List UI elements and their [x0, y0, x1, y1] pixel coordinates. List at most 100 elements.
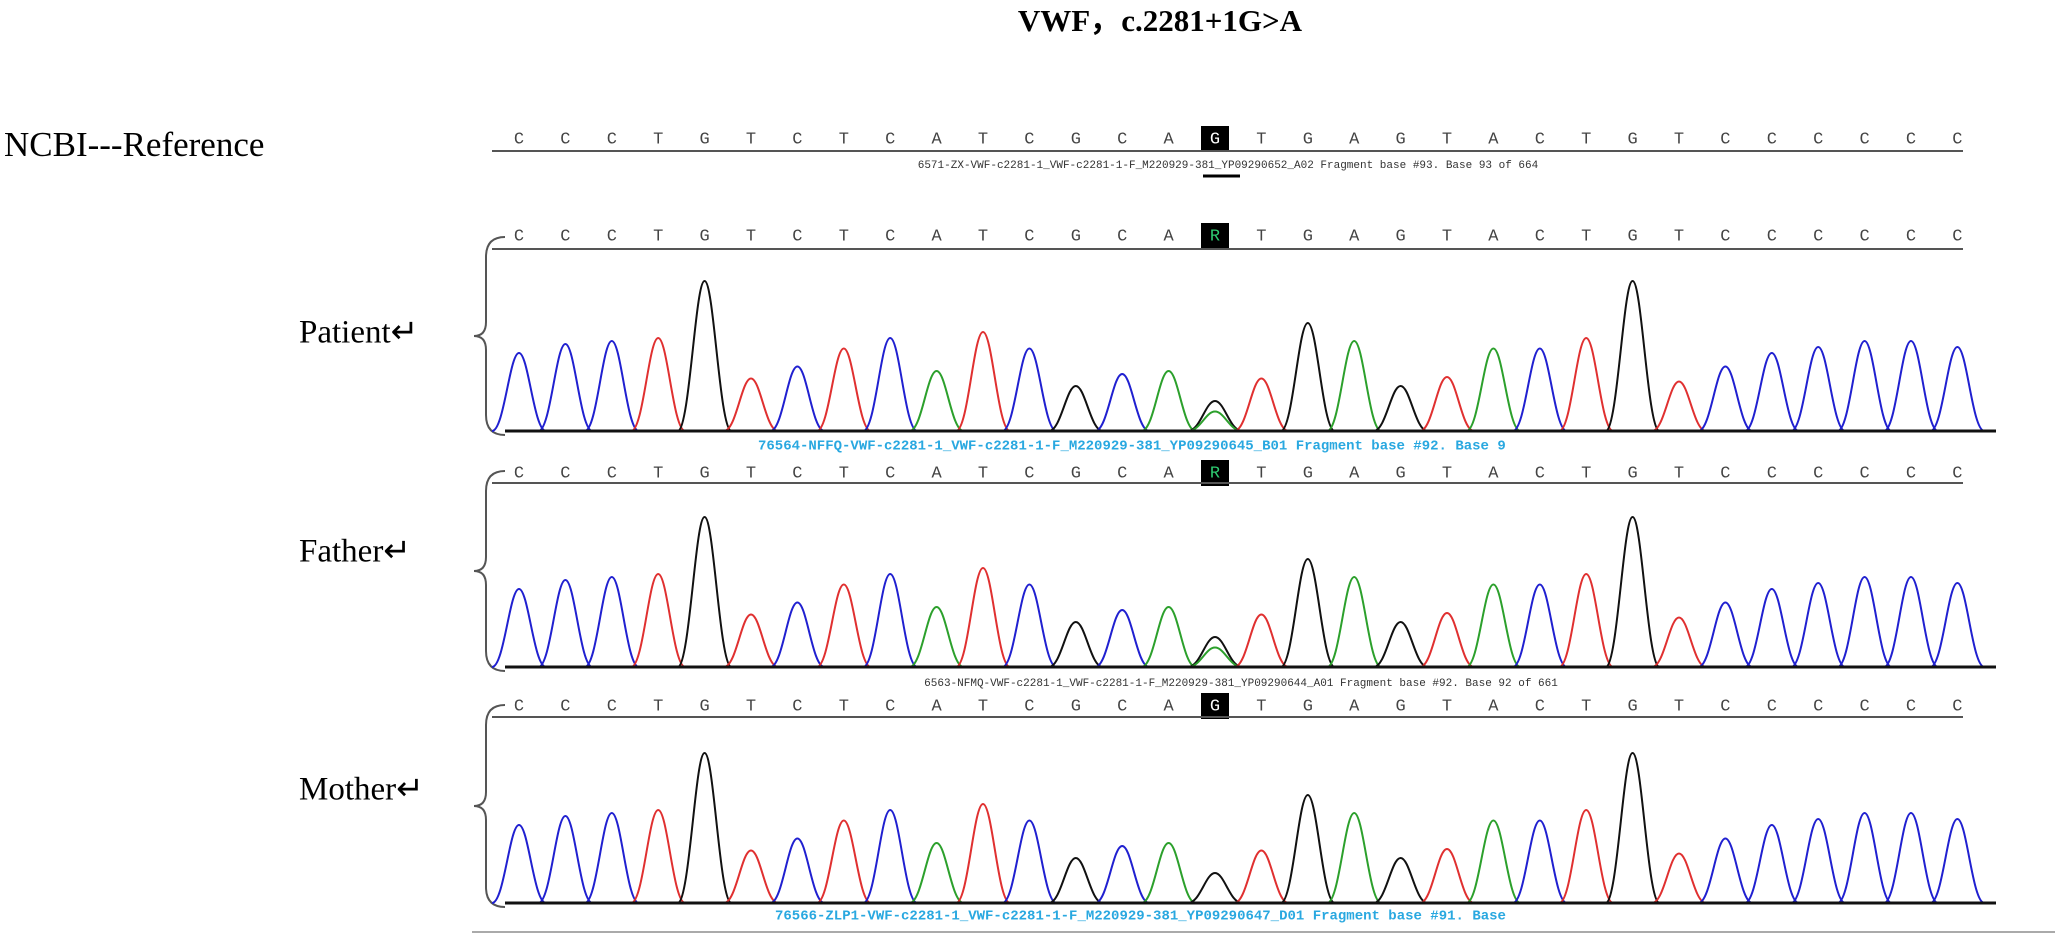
peak	[1187, 399, 1243, 432]
peak	[1001, 819, 1057, 904]
peak	[1048, 384, 1104, 432]
base-letter: G	[1627, 464, 1637, 483]
base-letter: C	[1535, 697, 1545, 716]
base-letter: C	[560, 464, 570, 483]
base-letter: C	[1767, 130, 1777, 149]
base-letter: C	[1720, 697, 1730, 716]
base-letter: G	[1303, 464, 1313, 483]
peak	[630, 808, 686, 904]
base-letter: A	[1488, 227, 1499, 246]
variant-highlight	[1201, 460, 1229, 486]
base-letter: T	[1581, 130, 1591, 149]
base-letter: A	[931, 130, 942, 149]
base-letter: C	[1859, 464, 1869, 483]
base-letter: A	[931, 697, 942, 716]
peak	[1234, 613, 1289, 668]
base-letter: C	[1117, 464, 1127, 483]
base-letter: C	[1952, 464, 1962, 483]
base-letter: C	[1720, 227, 1730, 246]
peak	[1697, 601, 1753, 668]
base-letter: T	[1442, 697, 1452, 716]
peak	[1697, 837, 1753, 904]
base-letter: T	[1256, 227, 1266, 246]
file-name: 76566-ZLP1-VWF-c2281-1_VWF-c2281-1-F_M22…	[775, 909, 1506, 925]
base-letter: T	[1581, 464, 1591, 483]
peak	[1141, 369, 1197, 432]
peak	[584, 811, 640, 904]
base-letter: G	[1303, 130, 1313, 149]
peak	[1837, 575, 1893, 668]
peak	[1234, 377, 1289, 432]
peak	[537, 578, 593, 668]
figure-title: VWF，c.2281+1G>A	[1018, 3, 1303, 38]
peak	[491, 587, 547, 668]
base-letter: C	[1859, 130, 1869, 149]
base-letter: R	[1210, 227, 1220, 246]
peak	[1837, 811, 1893, 904]
base-letter: T	[839, 227, 849, 246]
peak	[1419, 611, 1475, 668]
base-letter: T	[1442, 227, 1452, 246]
base-letter: C	[1906, 697, 1916, 716]
peak	[1001, 583, 1057, 668]
peak	[676, 515, 733, 668]
peak	[1048, 620, 1104, 668]
base-letter: G	[1210, 130, 1220, 149]
peak	[1929, 345, 1985, 432]
base-letter: T	[1674, 130, 1684, 149]
base-letter: T	[978, 464, 988, 483]
base-letter: T	[1674, 697, 1684, 716]
peak	[1094, 372, 1150, 432]
base-letter: C	[1952, 130, 1962, 149]
peak	[1094, 608, 1150, 668]
base-letter: G	[1395, 130, 1405, 149]
base-letter: C	[792, 227, 802, 246]
peak	[1373, 384, 1428, 432]
base-letter: C	[607, 227, 617, 246]
peak	[1419, 847, 1475, 904]
file-name: 6571-ZX-VWF-c2281-1_VWF-c2281-1-F_M22092…	[918, 160, 1539, 172]
base-letter: T	[839, 130, 849, 149]
peak	[1048, 856, 1104, 904]
sample-label: Father↵	[299, 534, 411, 570]
base-letter: C	[1720, 464, 1730, 483]
base-letter: C	[1024, 464, 1034, 483]
variant-highlight	[1201, 693, 1229, 719]
peak	[723, 849, 779, 904]
peak	[630, 336, 686, 432]
peak	[1419, 375, 1475, 432]
peak	[723, 377, 779, 432]
peak	[1883, 575, 1939, 668]
base-letter: G	[1071, 464, 1081, 483]
base-letter: T	[978, 227, 988, 246]
base-letter: T	[839, 464, 849, 483]
base-letter: T	[746, 464, 756, 483]
base-letter: T	[1581, 227, 1591, 246]
peak	[1465, 583, 1521, 668]
base-letter: G	[1395, 697, 1405, 716]
base-letter: T	[746, 130, 756, 149]
peak	[862, 572, 918, 668]
peak	[1883, 811, 1939, 904]
base-letter: C	[792, 130, 802, 149]
peak	[1187, 410, 1243, 432]
brace	[473, 236, 506, 436]
base-letter: C	[792, 464, 802, 483]
base-letter: G	[699, 697, 709, 716]
base-letter: C	[1535, 464, 1545, 483]
peak	[769, 601, 825, 668]
base-letter: T	[1442, 464, 1452, 483]
base-letter: C	[607, 697, 617, 716]
base-letter: A	[1163, 464, 1174, 483]
base-letter: T	[746, 697, 756, 716]
base-letter: G	[1627, 130, 1637, 149]
peak	[584, 575, 640, 668]
peak	[584, 339, 640, 432]
peak	[1790, 581, 1846, 668]
base-letter: T	[1256, 130, 1266, 149]
peak	[630, 572, 686, 668]
base-letter: T	[978, 130, 988, 149]
peak	[491, 823, 547, 904]
base-letter: C	[1535, 130, 1545, 149]
